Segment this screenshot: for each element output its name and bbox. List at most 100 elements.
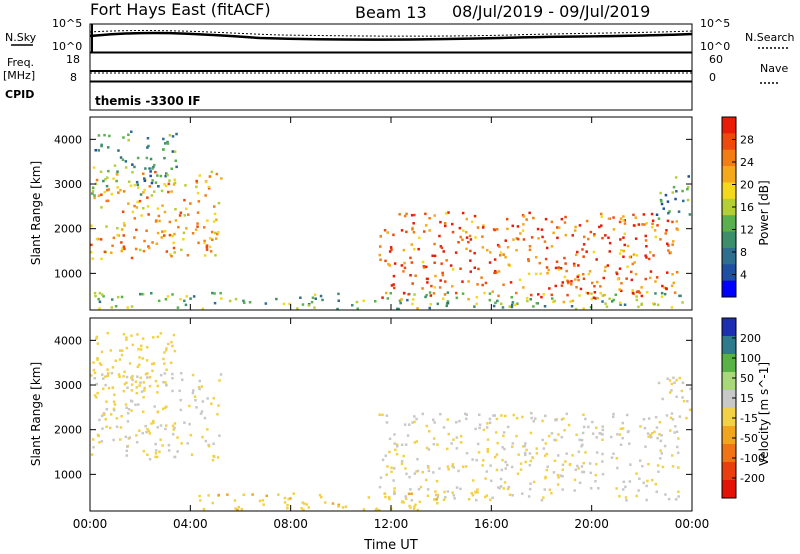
echo-cell-1 (115, 179, 118, 183)
beam-label: Beam 13 (355, 3, 427, 22)
echo-cell-3 (481, 246, 485, 249)
echo-cell-1 (121, 349, 124, 352)
echo-cell-1 (144, 167, 147, 170)
echo-cell-0 (160, 236, 163, 239)
echo-cell-2 (234, 507, 237, 510)
echo-cell-0 (126, 420, 130, 423)
echo-cell-1 (146, 346, 149, 349)
echo-cell-2 (654, 292, 657, 295)
echo-cell-0 (195, 185, 198, 189)
echo-cell-3 (677, 451, 680, 455)
echo-cell-2 (207, 494, 210, 497)
echo-cell-0 (124, 403, 128, 406)
echo-cell-3 (486, 448, 489, 451)
xtick-label: 20:00 (574, 517, 609, 531)
echo-cell-0 (196, 225, 199, 228)
echo-cell-0 (201, 435, 204, 439)
nave-label: Nave (760, 62, 788, 75)
echo-cell-0 (93, 394, 97, 397)
echo-cell-3 (427, 469, 431, 473)
echo-cell-1 (164, 174, 167, 178)
echo-cell-3 (598, 432, 601, 435)
echo-cell-3 (467, 280, 470, 283)
echo-cell-0 (119, 188, 122, 192)
echo-cell-3 (439, 279, 442, 282)
colorbar-swatch (722, 372, 736, 391)
echo-cell-3 (392, 233, 395, 237)
station-title: Fort Hays East (fitACF) (90, 0, 271, 19)
echo-cell-2 (213, 292, 216, 295)
echo-cell-2 (240, 508, 244, 511)
echo-cell-3 (446, 490, 450, 493)
echo-cell-0 (185, 207, 188, 210)
echo-cell-3 (379, 235, 382, 238)
echo-cell-3 (608, 250, 611, 253)
echo-cell-0 (105, 225, 108, 228)
echo-cell-3 (485, 494, 489, 497)
xtick-label: 04:00 (173, 517, 208, 531)
echo-cell-1 (118, 358, 122, 361)
echo-cell-2 (299, 296, 302, 299)
echo-cell-3 (465, 417, 468, 421)
echo-cell-2 (199, 499, 202, 502)
echo-cell-2 (514, 303, 517, 307)
echo-cell-3 (404, 467, 407, 470)
echo-cell-3 (649, 433, 652, 437)
echo-cell-4 (669, 391, 672, 394)
echo-cell-3 (620, 249, 623, 252)
echo-cell-3 (449, 264, 453, 267)
echo-cell-3 (438, 286, 442, 289)
echo-cell-0 (214, 254, 217, 257)
echo-cell-0 (122, 190, 126, 193)
echo-cell-3 (503, 481, 507, 484)
echo-cell-2 (529, 298, 532, 301)
echo-cell-0 (147, 213, 150, 216)
echo-cell-3 (508, 493, 512, 496)
xtick-label: 00:00 (675, 517, 710, 531)
colorbar-frame (721, 317, 737, 499)
echo-cell-4 (686, 400, 689, 403)
echo-cell-3 (474, 236, 477, 239)
echo-cell-3 (582, 277, 586, 280)
echo-cell-3 (470, 220, 474, 224)
echo-cell-3 (627, 430, 630, 433)
echo-cell-2 (286, 504, 289, 507)
ytick-label: 4000 (54, 133, 82, 146)
echo-cell-3 (495, 453, 499, 456)
echo-cell-1 (124, 166, 128, 169)
echo-cell-1 (125, 338, 128, 341)
freq-label-line2: [MHz] (3, 69, 35, 82)
colorbar-tick-label: 20 (740, 179, 754, 192)
echo-cell-0 (211, 238, 214, 241)
echo-cell-3 (385, 473, 388, 476)
echo-cell-3 (506, 425, 510, 429)
echo-cell-2 (604, 302, 607, 305)
echo-cell-2 (234, 297, 238, 301)
echo-cell-4 (659, 191, 662, 195)
echo-cell-3 (621, 436, 624, 440)
echo-cell-0 (92, 438, 95, 441)
echo-cell-3 (672, 281, 675, 285)
echo-cell-2 (401, 500, 404, 503)
echo-cell-1 (165, 172, 168, 175)
echo-cell-4 (680, 389, 684, 393)
echo-cell-3 (596, 296, 599, 300)
echo-cell-0 (119, 426, 123, 429)
echo-cell-1 (135, 386, 138, 389)
echo-cell-1 (106, 331, 110, 335)
echo-cell-0 (152, 419, 155, 423)
echo-cell-0 (165, 383, 168, 387)
echo-cell-3 (442, 498, 446, 501)
echo-cell-3 (581, 470, 584, 474)
echo-cell-3 (529, 459, 532, 463)
echo-cell-3 (650, 212, 654, 216)
echo-cell-3 (535, 256, 538, 259)
echo-cell-3 (393, 433, 396, 436)
echo-cell-0 (122, 245, 126, 248)
echo-cell-0 (165, 405, 168, 408)
echo-cell-0 (168, 179, 171, 182)
echo-cell-3 (562, 417, 565, 420)
echo-cell-2 (126, 306, 129, 309)
echo-cell-3 (644, 445, 647, 448)
echo-cell-1 (159, 332, 163, 335)
